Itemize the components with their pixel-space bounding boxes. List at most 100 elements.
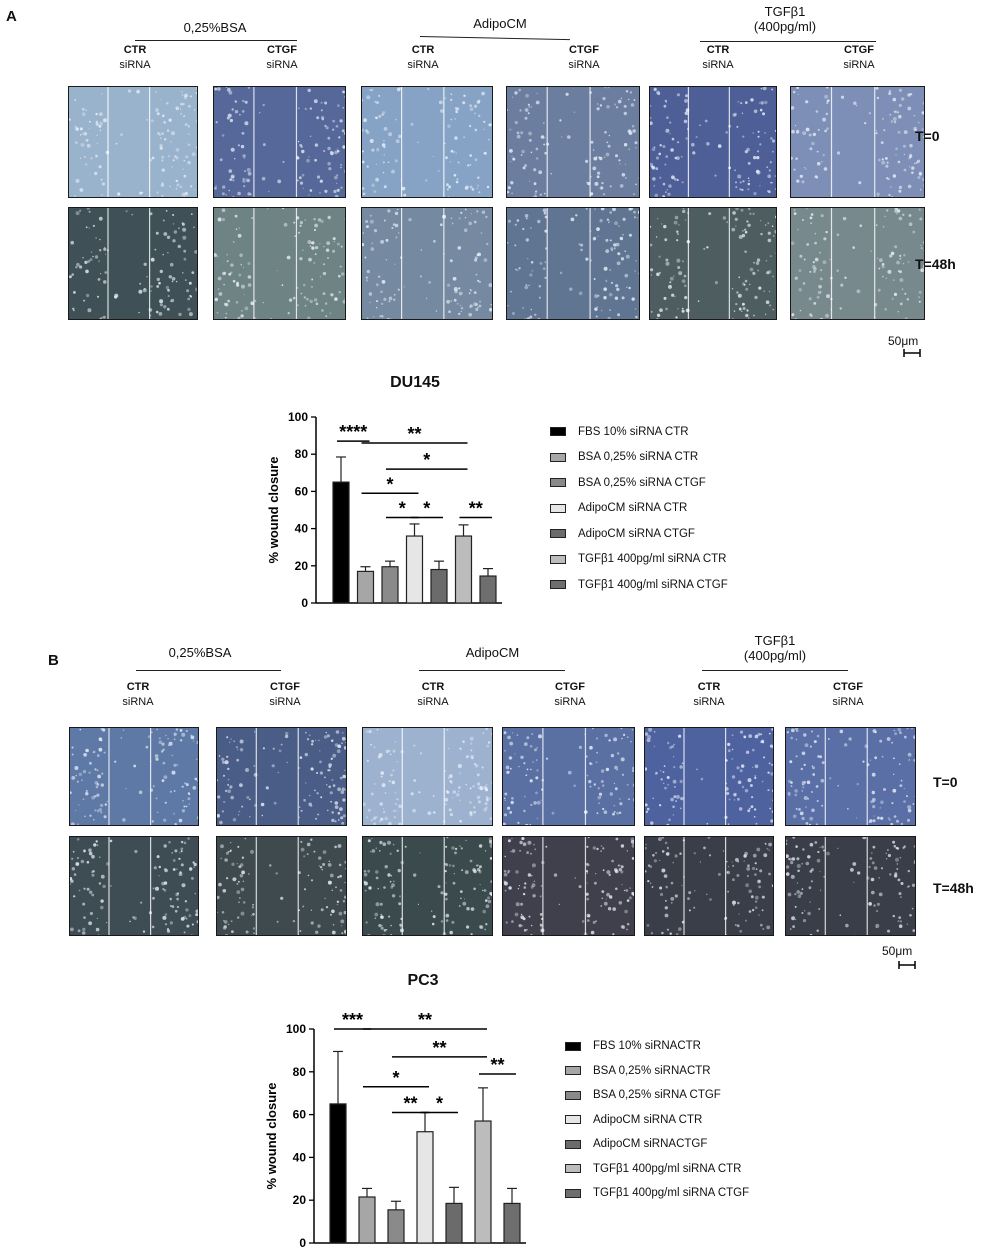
legend-swatch: [550, 427, 566, 437]
legend-item: BSA 0,25% siRNACTR: [565, 1059, 749, 1084]
significance-label: *: [386, 474, 393, 494]
significance-label: ***: [342, 1010, 363, 1030]
chart-title-du145: DU145: [390, 374, 440, 391]
micrograph: [361, 207, 493, 320]
micrograph: [502, 836, 635, 936]
legend-label: FBS 10% siRNACTR: [593, 1040, 701, 1053]
col-label-sirna: siRNA: [843, 59, 875, 71]
legend-label: TGFβ1 400pg/ml siRNA CTR: [578, 553, 727, 566]
col-label-ctgf: CTGF: [844, 44, 874, 56]
significance-label: *: [436, 1093, 443, 1113]
y-tick-label: 100: [286, 1022, 306, 1036]
time-label-t48: T=48h: [933, 880, 974, 896]
col-label-sirna: siRNA: [119, 59, 151, 71]
micrograph: [790, 207, 925, 320]
legend-label: TGFβ1 400g/ml siRNA CTGF: [578, 578, 728, 591]
legend-swatch: [550, 554, 566, 564]
legend-label: FBS 10% siRNA CTR: [578, 425, 689, 438]
legend-label: AdipoCM siRNA CTGF: [578, 527, 695, 540]
bar: [416, 1131, 434, 1244]
bar: [381, 566, 399, 604]
scale-bar-label: 50μm: [882, 944, 913, 958]
micrograph: [216, 727, 347, 826]
legend-label: TGFβ1 400pg/ml siRNA CTGF: [593, 1187, 750, 1200]
panel-letter-a: A: [6, 8, 17, 25]
panel-letter-b: B: [48, 652, 59, 669]
micrograph: [362, 836, 493, 936]
micrograph: [216, 836, 347, 936]
micrograph: [649, 86, 777, 198]
group-line: [136, 670, 281, 671]
legend-label: AdipoCM siRNACTGF: [593, 1138, 708, 1151]
legend-swatch: [565, 1090, 581, 1100]
group-line: [419, 670, 565, 671]
time-label-t48: T=48h: [915, 256, 956, 272]
legend-swatch: [565, 1164, 581, 1174]
col-label-ctgf: CTGF: [555, 681, 585, 693]
y-tick-label: 20: [295, 559, 309, 573]
micrograph: [69, 727, 199, 826]
group-line: [419, 36, 570, 41]
legend-swatch: [550, 529, 566, 539]
y-tick-label: 80: [293, 1065, 307, 1079]
micrograph: [502, 727, 635, 826]
legend-pc3: FBS 10% siRNACTR BSA 0,25% siRNACTR BSA 0,…: [565, 1034, 749, 1206]
col-label-ctgf: CTGF: [270, 681, 300, 693]
legend-item: TGFβ1 400pg/ml siRNA CTGF: [565, 1181, 749, 1206]
y-tick-label: 0: [301, 596, 308, 610]
micrograph: [644, 727, 774, 826]
col-label-ctr: CTR: [706, 44, 730, 56]
legend-item: TGFβ1 400pg/ml siRNA CTR: [565, 1157, 749, 1182]
group-line: [702, 670, 848, 671]
col-label-ctgf: CTGF: [569, 44, 599, 56]
legend-swatch: [565, 1139, 581, 1149]
legend-label: TGFβ1 400pg/ml siRNA CTR: [593, 1162, 742, 1175]
bar: [358, 1196, 376, 1244]
group-title-adipocm: AdipoCM: [473, 16, 527, 31]
group-title-bsa: 0,25%BSA: [183, 20, 247, 35]
y-tick-label: 80: [295, 447, 309, 461]
col-label-ctgf: CTGF: [267, 44, 297, 56]
scale-bar-label: 50μm: [888, 334, 919, 348]
col-label-ctr: CTR: [126, 681, 150, 693]
legend-label: AdipoCM siRNA CTR: [593, 1113, 703, 1126]
legend-swatch: [565, 1041, 581, 1051]
col-label-sirna: siRNA: [568, 59, 600, 71]
y-tick-label: 60: [293, 1108, 307, 1122]
significance-label: **: [418, 1010, 432, 1030]
significance-label: **: [403, 1093, 417, 1113]
chart-title-pc3: PC3: [407, 972, 439, 989]
legend-swatch: [550, 478, 566, 488]
y-tick-label: 60: [295, 484, 309, 498]
micrograph: [785, 836, 916, 936]
micrograph: [785, 727, 916, 826]
legend-swatch: [565, 1115, 581, 1125]
y-tick-label: 40: [295, 522, 309, 536]
micrograph: [649, 207, 777, 320]
col-label-ctr: CTR: [697, 681, 721, 693]
micrograph: [68, 86, 198, 198]
col-label-sirna: siRNA: [269, 696, 301, 708]
significance-label: *: [392, 1068, 399, 1088]
group-title-bsa: 0,25%BSA: [168, 645, 232, 660]
y-tick-label: 0: [299, 1236, 306, 1250]
y-tick-label: 20: [293, 1193, 307, 1207]
micrograph: [506, 207, 640, 320]
col-label-sirna: siRNA: [417, 696, 449, 708]
legend-item: BSA 0,25% siRNA CTGF: [565, 1083, 749, 1108]
legend-item: AdipoCM siRNA CTR: [550, 496, 728, 522]
legend-item: FBS 10% siRNACTR: [565, 1034, 749, 1059]
significance-label: **: [469, 498, 483, 518]
bar: [430, 568, 448, 604]
col-label-sirna: siRNA: [266, 59, 298, 71]
group-title-tgfb1: TGFβ1 (400pg/ml): [753, 4, 817, 34]
group-line: [135, 40, 297, 41]
micrograph: [362, 727, 493, 826]
significance-label: ****: [339, 422, 367, 442]
group-title-tgfb1: TGFβ1 (400pg/ml): [743, 633, 807, 663]
col-label-sirna: siRNA: [554, 696, 586, 708]
col-label-ctr: CTR: [421, 681, 445, 693]
micrograph: [213, 86, 346, 198]
significance-label: **: [432, 1038, 446, 1058]
